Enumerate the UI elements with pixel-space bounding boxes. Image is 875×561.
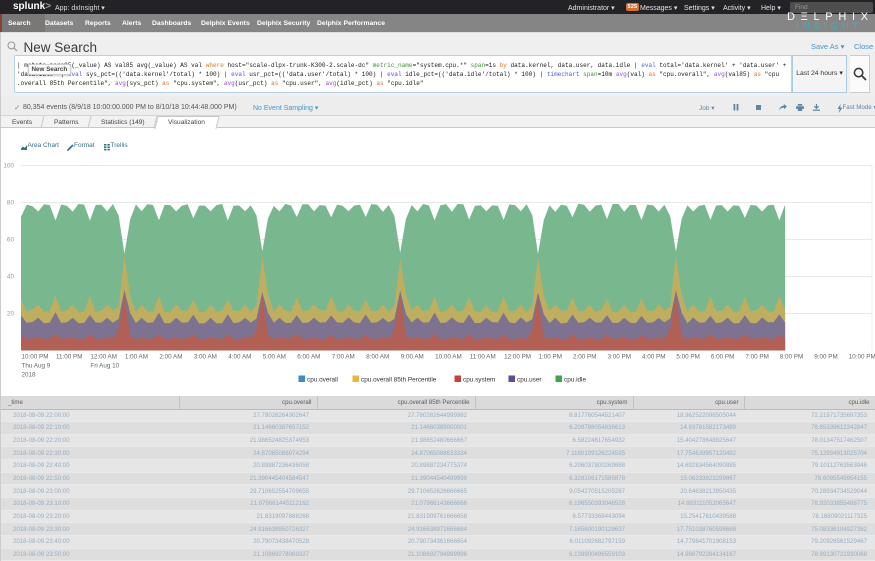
- svg-text:7:00 PM: 7:00 PM: [745, 354, 768, 361]
- svg-text:2018: 2018: [22, 372, 37, 379]
- svg-text:2:00 PM: 2:00 PM: [573, 354, 596, 361]
- svg-text:cpu.system: cpu.system: [463, 376, 495, 383]
- svg-text:11:00 PM: 11:00 PM: [56, 354, 83, 361]
- svg-text:12:00 AM: 12:00 AM: [90, 354, 117, 361]
- svg-text:5:00 AM: 5:00 AM: [263, 354, 286, 361]
- svg-text:3:00 PM: 3:00 PM: [608, 354, 631, 361]
- svg-text:6:00 PM: 6:00 PM: [711, 354, 734, 361]
- svg-text:9:00 AM: 9:00 AM: [401, 354, 424, 361]
- svg-text:cpu.idle: cpu.idle: [564, 376, 586, 383]
- svg-text:5:00 PM: 5:00 PM: [676, 354, 699, 361]
- svg-text:Thu Aug 9: Thu Aug 9: [22, 363, 51, 370]
- svg-text:10:00 PM: 10:00 PM: [849, 354, 875, 361]
- svg-text:8:00 PM: 8:00 PM: [780, 354, 803, 361]
- svg-text:4:00 AM: 4:00 AM: [228, 354, 251, 361]
- svg-text:1:00 PM: 1:00 PM: [539, 354, 562, 361]
- svg-text:7:00 AM: 7:00 AM: [332, 354, 355, 361]
- svg-text:3:00 AM: 3:00 AM: [194, 354, 217, 361]
- svg-text:1:00 AM: 1:00 AM: [125, 354, 148, 361]
- svg-text:10:00 AM: 10:00 AM: [435, 354, 462, 361]
- svg-text:8:00 AM: 8:00 AM: [366, 354, 389, 361]
- svg-text:Fri Aug 10: Fri Aug 10: [90, 363, 119, 370]
- svg-text:40: 40: [7, 274, 15, 281]
- svg-text:cpu.user: cpu.user: [517, 376, 542, 383]
- svg-text:80: 80: [7, 200, 15, 207]
- svg-text:10:00 PM: 10:00 PM: [22, 354, 49, 361]
- svg-text:9:00 PM: 9:00 PM: [814, 354, 837, 361]
- svg-text:4:00 PM: 4:00 PM: [642, 354, 665, 361]
- svg-text:11:00 AM: 11:00 AM: [470, 354, 496, 361]
- svg-text:60: 60: [7, 237, 15, 244]
- svg-text:6:00 AM: 6:00 AM: [297, 354, 320, 361]
- svg-text:12:00 PM: 12:00 PM: [504, 354, 531, 361]
- svg-text:cpu.overall 85th Percentile: cpu.overall 85th Percentile: [361, 376, 437, 383]
- svg-text:2:00 AM: 2:00 AM: [159, 354, 182, 361]
- svg-text:100: 100: [3, 163, 14, 170]
- svg-text:20: 20: [7, 311, 15, 318]
- svg-text:cpu.overall: cpu.overall: [307, 376, 338, 383]
